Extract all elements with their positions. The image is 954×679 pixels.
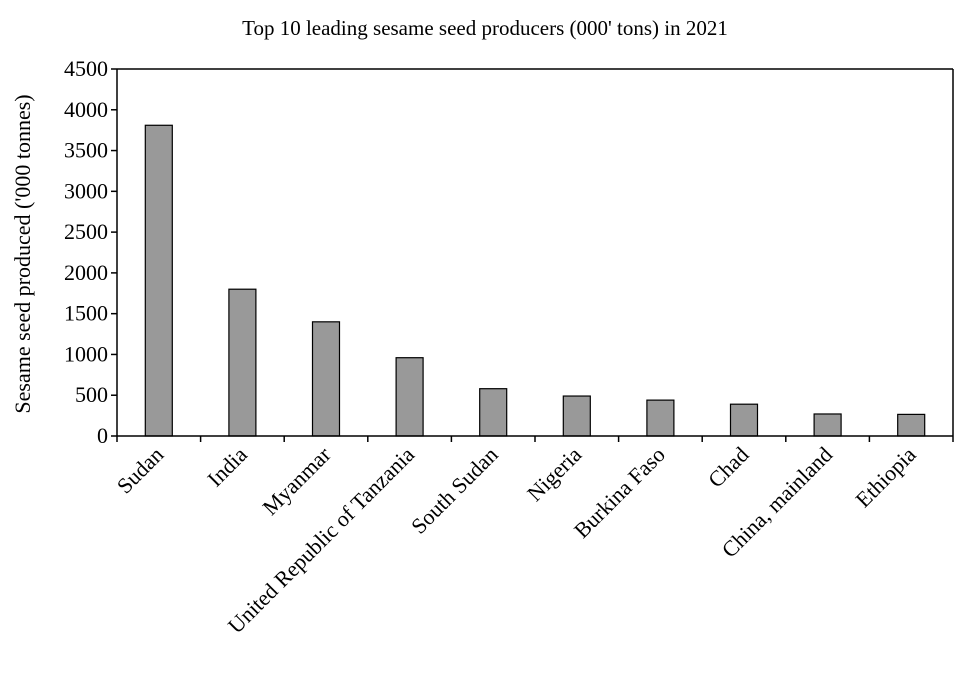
bar-burkina-faso <box>646 399 675 437</box>
plot-area: 0 500 1000 1500 2000 2500 3000 3500 4000 4500 Suda… <box>64 56 954 638</box>
x-tick-label: Myanmar <box>257 441 336 520</box>
x-tick-label: Burkina Faso <box>569 442 670 543</box>
y-tick-label: 4500 <box>64 56 108 81</box>
x-tick-label: India <box>202 442 252 492</box>
bar-sudan <box>144 124 173 437</box>
y-axis-label: Sesame seed produced ('000 tonnes) <box>10 94 35 413</box>
y-tick-label: 2000 <box>64 260 108 285</box>
bar-ethiopia <box>897 413 926 437</box>
y-tick-label: 4000 <box>64 97 108 122</box>
bar-united-republic-of-tanzania <box>395 357 424 437</box>
y-tick-label: 1000 <box>64 341 108 366</box>
x-tick-label: Nigeria <box>522 442 586 506</box>
y-tick-label: 1500 <box>64 301 108 326</box>
x-tick-label: Chad <box>703 442 754 493</box>
x-tick-label: South Sudan <box>406 442 503 539</box>
chart-title: Top 10 leading sesame seed producers (00… <box>242 16 728 40</box>
y-tick-label: 2500 <box>64 219 108 244</box>
bar-south-sudan <box>479 388 508 437</box>
y-tick-label: 0 <box>97 423 108 448</box>
y-tick-label: 3500 <box>64 138 108 163</box>
bar-nigeria <box>562 395 591 437</box>
y-tick-label: 500 <box>75 382 108 407</box>
bar-china-mainland <box>813 413 842 437</box>
bar-chad <box>729 403 759 437</box>
y-tick-label: 3000 <box>64 178 108 203</box>
bar-india <box>228 288 257 437</box>
x-tick-label: Ethiopia <box>850 442 921 513</box>
bar-myanmar <box>311 321 341 437</box>
x-tick-label: Sudan <box>112 442 169 499</box>
